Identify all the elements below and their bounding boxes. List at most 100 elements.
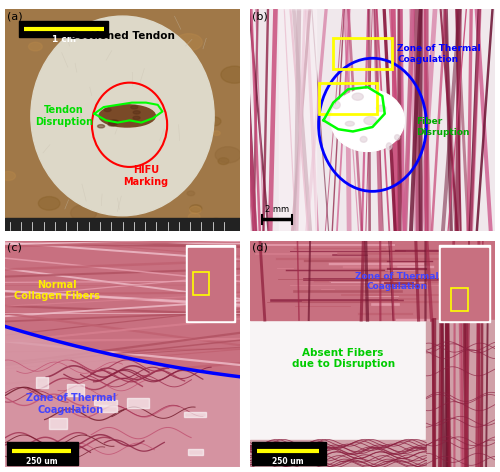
Bar [318,83,378,114]
Text: Tendon
Disruption: Tendon Disruption [35,105,93,126]
Text: (d): (d) [252,243,268,253]
Ellipse shape [124,96,132,101]
Ellipse shape [1,171,15,180]
Text: Sectioned Tendon: Sectioned Tendon [70,31,175,41]
Bar [280,9,316,231]
Ellipse shape [101,202,115,211]
Bar [250,440,426,467]
Bar [100,406,117,412]
Bar [451,288,468,311]
Bar [186,245,236,322]
Ellipse shape [92,163,98,167]
Bar [334,38,392,69]
Ellipse shape [152,146,167,156]
Ellipse shape [188,213,200,220]
Ellipse shape [108,123,115,126]
Text: (a): (a) [8,12,23,22]
Bar [49,418,68,429]
Text: Normal
Collagen Fibers: Normal Collagen Fibers [14,280,100,301]
Bar [252,442,326,465]
Text: 250 um: 250 um [26,457,57,466]
Ellipse shape [360,136,367,142]
Ellipse shape [98,170,107,176]
Ellipse shape [186,105,213,122]
Ellipse shape [31,16,214,216]
Ellipse shape [132,42,140,48]
Ellipse shape [133,111,140,114]
Bar [19,20,108,37]
Bar [426,320,495,467]
Ellipse shape [206,117,221,126]
Text: (b): (b) [252,12,268,22]
Ellipse shape [146,57,165,69]
Ellipse shape [178,113,204,130]
Bar [184,412,206,417]
Bar [67,384,84,396]
Text: Absent Fibers
due to Disruption: Absent Fibers due to Disruption [292,348,395,369]
Bar [250,241,495,320]
Polygon shape [5,327,240,467]
Ellipse shape [218,158,229,165]
Ellipse shape [114,70,139,86]
Bar [36,377,48,388]
Ellipse shape [111,20,129,32]
Bar [193,272,210,295]
Ellipse shape [86,117,98,125]
Ellipse shape [133,116,140,119]
Text: Fiber
Disruption: Fiber Disruption [416,118,470,137]
Ellipse shape [394,135,400,140]
Text: Zone of Thermal
Coagulation: Zone of Thermal Coagulation [355,272,439,291]
Ellipse shape [156,41,182,57]
Ellipse shape [215,147,241,163]
Bar [188,247,233,320]
Ellipse shape [28,42,42,51]
Ellipse shape [110,123,117,126]
Bar [441,247,488,320]
Ellipse shape [208,221,222,229]
Ellipse shape [138,59,164,76]
Ellipse shape [166,64,182,75]
Ellipse shape [213,131,220,135]
Ellipse shape [130,106,138,109]
Ellipse shape [63,78,88,93]
Text: 2 mm: 2 mm [265,205,289,214]
Text: Zone of Thermal
Coagulation: Zone of Thermal Coagulation [397,44,480,64]
Ellipse shape [221,66,248,83]
Ellipse shape [187,191,194,196]
Ellipse shape [70,181,95,196]
Text: HIFU
Marking: HIFU Marking [124,165,168,186]
Ellipse shape [190,206,201,214]
Bar [188,449,202,455]
Ellipse shape [38,196,60,210]
Ellipse shape [346,121,354,126]
Ellipse shape [112,121,119,124]
Ellipse shape [376,105,386,111]
Ellipse shape [352,93,364,100]
Ellipse shape [331,89,404,152]
Ellipse shape [108,140,132,155]
Ellipse shape [70,205,97,221]
Bar [94,400,118,405]
Ellipse shape [98,125,104,128]
Ellipse shape [166,123,180,132]
Ellipse shape [75,133,88,141]
Ellipse shape [111,120,118,123]
Text: (c): (c) [8,243,22,253]
Ellipse shape [108,120,116,124]
Bar [126,398,149,408]
Ellipse shape [99,105,156,127]
Ellipse shape [210,218,222,225]
Ellipse shape [386,143,392,150]
Bar [5,218,240,231]
Ellipse shape [364,117,376,125]
Text: 1 cm: 1 cm [52,35,76,44]
Ellipse shape [88,137,101,145]
Bar [438,245,490,322]
Text: Zone of Thermal
Coagulation: Zone of Thermal Coagulation [26,393,116,414]
Ellipse shape [42,110,52,117]
Ellipse shape [152,130,160,135]
Ellipse shape [104,108,111,111]
Ellipse shape [148,59,169,72]
Bar [8,442,78,465]
Ellipse shape [175,34,203,51]
